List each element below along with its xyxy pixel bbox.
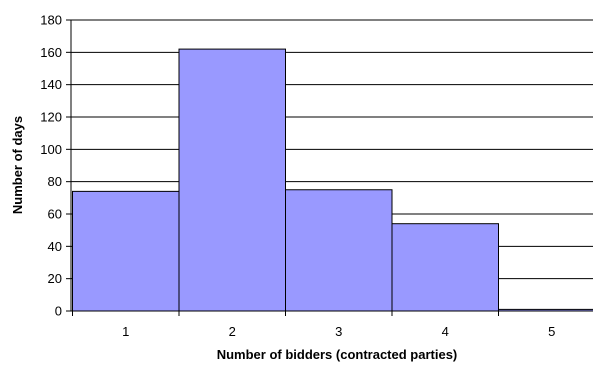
bar-2: [179, 49, 286, 311]
x-axis-title: Number of bidders (contracted parties): [217, 347, 458, 362]
x-tick-labels: 1 2 3 4 5: [122, 324, 555, 339]
y-tick-label: 120: [40, 110, 62, 125]
x-tick-label: 3: [335, 324, 342, 339]
y-tick-label: 180: [40, 13, 62, 28]
x-tick-label: 5: [548, 324, 555, 339]
bar-1: [73, 191, 180, 311]
y-tick-label: 60: [48, 207, 62, 222]
y-tick-label: 160: [40, 45, 62, 60]
y-tick-label: 140: [40, 77, 62, 92]
x-tick-label: 2: [229, 324, 236, 339]
y-tick-label: 80: [48, 174, 62, 189]
y-tick-label: 40: [48, 239, 62, 254]
x-tick-label: 1: [122, 324, 129, 339]
y-tick-labels: 0 20 40 60 80 100 120 140 160 180: [40, 13, 62, 319]
y-tick-label: 20: [48, 271, 62, 286]
y-axis-title: Number of days: [10, 116, 25, 214]
x-tick-label: 4: [442, 324, 449, 339]
bars: [73, 49, 593, 311]
bar-4: [392, 224, 499, 311]
y-tick-label: 0: [55, 304, 62, 319]
bar-3: [286, 190, 393, 311]
y-tick-label: 100: [40, 142, 62, 157]
